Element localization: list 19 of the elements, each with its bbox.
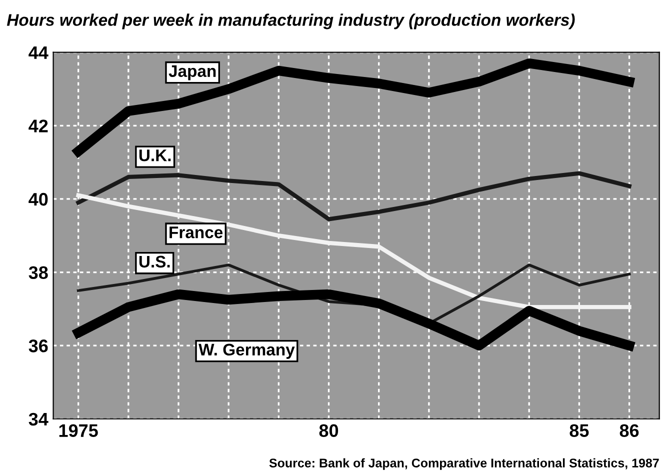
- source-note: Source: Bank of Japan, Comparative International Statistics, 1987: [269, 458, 659, 470]
- y-tick-label: 42: [28, 120, 48, 132]
- y-tick-label: 40: [28, 192, 48, 206]
- series-label: France: [170, 226, 223, 238]
- series-label: U.K.: [139, 150, 171, 162]
- text: W. Germany: [198, 344, 295, 359]
- chart-title: Hours worked per week in manufacturing industry (production workers): [6, 14, 575, 30]
- line-series: [76, 193, 632, 310]
- y-tick-label: 36: [28, 340, 48, 352]
- x-tick-label: 85: [570, 424, 589, 438]
- y-tick-label: 38: [28, 266, 48, 280]
- x-tick-label: 80: [319, 424, 338, 438]
- series-label: Japan: [168, 65, 216, 80]
- series-label: U.S.: [139, 256, 170, 268]
- x-tick-label: 86: [620, 424, 639, 438]
- y-tick-label: 34: [28, 412, 48, 426]
- line-series: [76, 171, 632, 222]
- x-tick-label: 1975: [59, 424, 98, 438]
- y-tick-label: 44: [28, 46, 48, 59]
